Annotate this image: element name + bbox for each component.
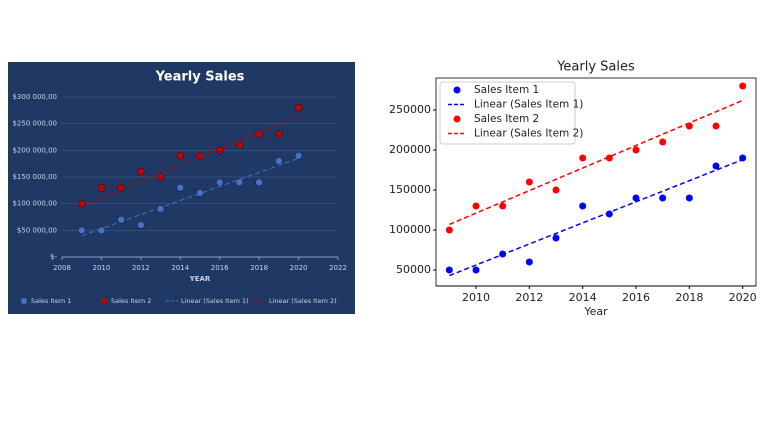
point	[294, 151, 303, 160]
x-tick-label: 2008	[53, 264, 71, 272]
point	[156, 173, 165, 181]
legend-swatch	[453, 86, 461, 94]
x-tick-label: 2012	[132, 264, 150, 272]
point	[659, 138, 667, 146]
y-tick-label: $100 000,00	[12, 200, 57, 208]
y-tick-label: $-	[50, 253, 57, 261]
chart-title: Yearly Sales	[556, 60, 635, 75]
legend-label: Linear (Sales Item 1)	[474, 99, 583, 111]
point	[445, 226, 453, 234]
point	[176, 183, 185, 192]
legend-label: Linear (Sales Item 2)	[269, 297, 337, 305]
x-tick-label: 2018	[250, 264, 268, 272]
point	[739, 82, 747, 90]
trend-line	[449, 99, 743, 226]
point	[235, 141, 244, 149]
legend-label: Sales Item 1	[31, 297, 71, 305]
point	[176, 151, 185, 160]
y-tick-label: $150 000,00	[12, 173, 57, 181]
legend-label: Sales Item 1	[474, 84, 539, 96]
point	[712, 122, 720, 130]
point	[472, 202, 480, 210]
point	[472, 266, 480, 274]
point	[156, 205, 165, 213]
point	[525, 258, 533, 266]
point	[97, 183, 106, 192]
y-tick-label: $300 000,00	[12, 93, 57, 101]
x-axis-label: Year	[583, 305, 608, 318]
y-tick-label: $250 000,00	[12, 120, 57, 128]
x-tick-label: 2016	[211, 264, 229, 272]
point	[632, 146, 640, 154]
x-tick-label: 2012	[515, 291, 543, 304]
point	[215, 178, 224, 187]
x-tick-label: 2010	[462, 291, 490, 304]
x-tick-label: 2020	[729, 291, 757, 304]
point	[525, 178, 533, 186]
point	[579, 202, 587, 210]
trend-line	[449, 158, 743, 277]
legend-label: Linear (Sales Item 1)	[181, 297, 249, 305]
x-tick-label: 2014	[171, 264, 189, 272]
point	[659, 194, 667, 202]
y-tick-label: 200000	[389, 143, 431, 156]
point	[499, 202, 507, 210]
y-tick-label: 250000	[389, 103, 431, 116]
chart-title: Yearly Sales	[155, 70, 245, 85]
legend-swatch	[101, 298, 107, 304]
point	[235, 178, 244, 187]
point	[275, 130, 283, 139]
point	[552, 234, 560, 242]
point	[97, 226, 106, 235]
legend-swatch	[453, 115, 461, 123]
legend-swatch	[21, 298, 27, 304]
point	[137, 221, 145, 229]
point	[605, 154, 613, 162]
point	[294, 103, 303, 112]
legend-label: Sales Item 2	[474, 113, 539, 125]
point	[275, 157, 283, 165]
point	[552, 186, 560, 194]
y-tick-label: 150000	[389, 183, 431, 196]
plot-frame	[435, 77, 757, 287]
legend-label: Sales Item 2	[111, 297, 151, 305]
trend-line	[81, 157, 299, 237]
x-tick-label: 2018	[675, 291, 703, 304]
y-tick-label: 50000	[396, 263, 431, 276]
point	[445, 266, 453, 274]
point	[137, 167, 145, 176]
x-axis-label: YEAR	[189, 275, 211, 283]
trend-line	[81, 115, 299, 207]
point	[579, 154, 587, 162]
point	[77, 226, 86, 235]
point	[632, 194, 640, 202]
x-tick-label: 2016	[622, 291, 650, 304]
point	[255, 130, 263, 139]
y-tick-label: $50 000,00	[17, 226, 57, 234]
legend-label: Linear (Sales Item 2)	[474, 128, 583, 140]
x-tick-label: 2020	[290, 264, 308, 272]
point	[255, 178, 263, 187]
point	[712, 162, 720, 170]
x-tick-label: 2014	[569, 291, 597, 304]
y-tick-label: 100000	[389, 223, 431, 236]
y-tick-label: $200 000,00	[12, 146, 57, 154]
point	[196, 189, 204, 197]
x-tick-label: 2010	[93, 264, 111, 272]
x-tick-label: 2022	[329, 264, 347, 272]
point	[685, 194, 693, 202]
legend-box	[439, 81, 576, 145]
